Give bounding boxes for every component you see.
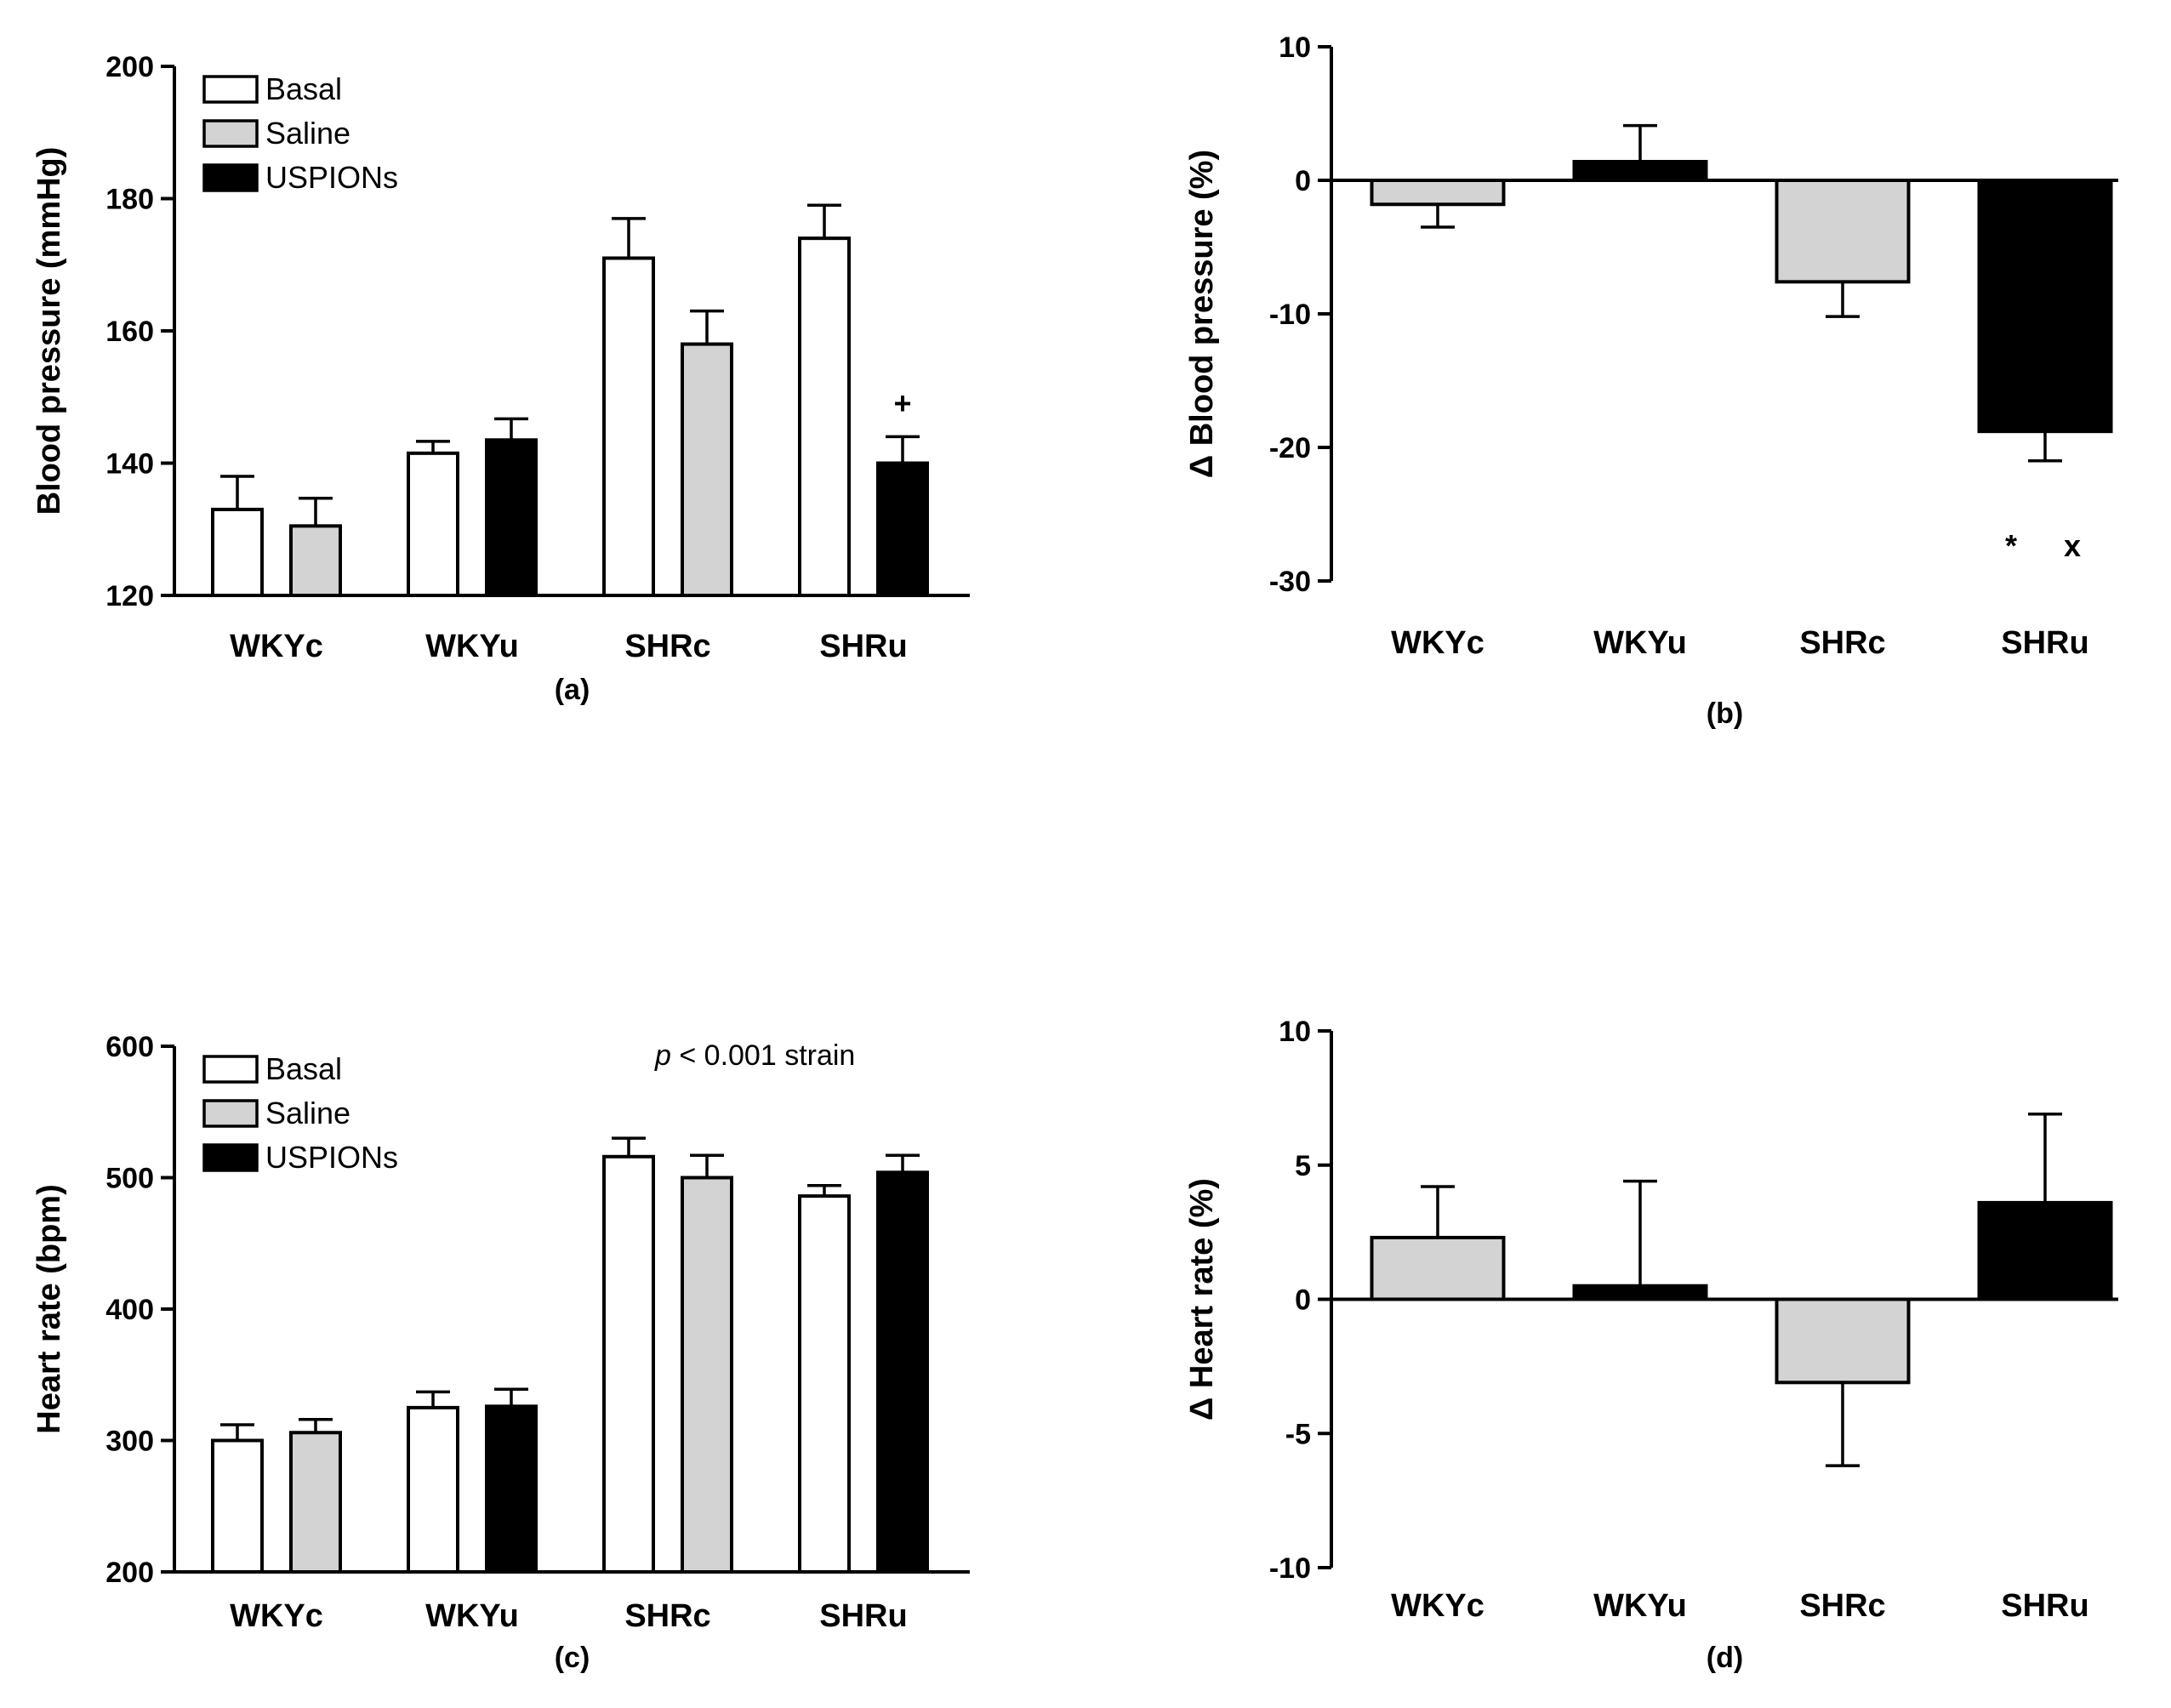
legend-swatch-basal	[202, 1055, 259, 1084]
category-label: WKYc	[1391, 625, 1484, 661]
p-value-symbol: p	[654, 1039, 671, 1072]
y-tick-label: -20	[1269, 432, 1311, 464]
y-tick-label: 180	[105, 184, 154, 216]
legend-swatch-uspions	[202, 163, 259, 192]
legend-label: USPIONs	[265, 160, 398, 195]
bar-basal-shrc	[602, 1154, 655, 1574]
legend-label: Basal	[265, 71, 342, 106]
y-tick-label: 400	[105, 1294, 154, 1326]
y-tick-label: 10	[1279, 1016, 1311, 1048]
significance-annotation: *	[2005, 528, 2017, 563]
bar-basal-wkyu	[407, 451, 459, 598]
category-label: SHRu	[2001, 1588, 2088, 1624]
y-tick-label: 140	[105, 448, 154, 481]
y-tick-label: 160	[105, 316, 154, 348]
y-tick-label: 0	[1295, 1284, 1311, 1317]
significance-annotation: x	[2064, 528, 2081, 563]
y-tick-label: 5	[1295, 1150, 1311, 1182]
panel-c-heart-rate: 200 300 400 500 600 Heart rate (bpm) WKYc WKYu S…	[31, 1031, 970, 1674]
category-label: SHRc	[1799, 1588, 1885, 1624]
bar-uspions-wkyu	[1572, 1284, 1708, 1301]
panel-label: (d)	[1707, 1642, 1743, 1674]
y-tick-label: 200	[105, 1557, 154, 1589]
legend-swatch-uspions	[202, 1143, 259, 1172]
category-label: SHRc	[624, 629, 710, 664]
category-label: WKYc	[230, 629, 323, 664]
category-label: SHRu	[819, 629, 907, 664]
y-tick-label: 500	[105, 1163, 154, 1195]
y-axis-title: Δ Heart rate (%)	[1184, 1178, 1220, 1420]
category-label: SHRu	[2001, 625, 2088, 661]
category-label: WKYu	[1593, 625, 1687, 661]
y-tick-label: 120	[105, 580, 154, 612]
y-axis-title: Δ Blood pressure (%)	[1184, 150, 1220, 478]
bar-uspions-shru	[1977, 1200, 2113, 1301]
category-label: WKYu	[425, 1598, 519, 1634]
bar-saline-shrc	[1775, 1297, 1911, 1385]
bar-basal-shru	[798, 1194, 851, 1574]
panel-label: (a)	[555, 674, 590, 706]
y-tick-label: -10	[1269, 1552, 1311, 1585]
bar-uspions-wkyu	[485, 438, 538, 597]
y-tick-label: 0	[1295, 165, 1311, 197]
bar-basal-shru	[798, 236, 851, 597]
bar-saline-wkyc	[1370, 179, 1506, 207]
y-axis-title: Heart rate (bpm)	[31, 1184, 67, 1434]
y-tick-label: -5	[1285, 1418, 1311, 1450]
y-tick-label: 300	[105, 1426, 154, 1458]
y-tick-label: -30	[1269, 566, 1311, 598]
bar-uspions-wkyu	[1572, 160, 1708, 183]
panel-b-delta-blood-pressure: -30 -20 -10 0 10 Δ Blood pressure (%) WKYc WKYu…	[1184, 31, 2118, 730]
legend-swatch-basal	[202, 75, 259, 104]
category-label: WKYc	[1391, 1588, 1484, 1624]
significance-annotation: +	[893, 386, 911, 421]
legend-label: USPIONs	[265, 1140, 398, 1175]
bar-basal-wkyu	[407, 1405, 459, 1574]
legend-swatch-saline	[202, 119, 259, 148]
category-label: SHRc	[624, 1598, 710, 1634]
bar-uspions-shru	[876, 1170, 929, 1574]
y-tick-label: 10	[1279, 31, 1311, 64]
y-tick-label: -10	[1269, 299, 1311, 331]
panel-label: (b)	[1707, 697, 1743, 730]
legend-label: Basal	[265, 1051, 342, 1086]
bar-saline-shrc	[681, 1176, 733, 1574]
bar-saline-wkyc	[289, 1431, 342, 1574]
bar-saline-shrc	[1775, 179, 1911, 284]
bar-saline-shrc	[681, 342, 733, 597]
category-label: WKYc	[230, 1598, 323, 1634]
y-axis-title: Blood pressure (mmHg)	[31, 147, 67, 515]
category-label: SHRu	[819, 1598, 907, 1634]
bar-uspions-wkyu	[485, 1404, 538, 1574]
category-label: WKYu	[425, 629, 519, 664]
bar-basal-wkyc	[211, 1438, 264, 1574]
y-tick-label: 600	[105, 1031, 154, 1063]
bar-uspions-shru	[876, 461, 929, 597]
bar-saline-wkyc	[1370, 1235, 1506, 1301]
bar-basal-shrc	[602, 256, 655, 597]
legend-label: Saline	[265, 116, 350, 151]
legend-swatch-saline	[202, 1099, 259, 1128]
category-label: SHRc	[1799, 625, 1885, 661]
panel-a-blood-pressure: 120 140 160 180 200 Blood pressure (mmHg) WKYc…	[31, 51, 970, 706]
bar-uspions-shru	[1977, 179, 2113, 434]
bar-basal-wkyc	[211, 507, 264, 597]
category-label: WKYu	[1593, 1588, 1687, 1624]
y-tick-label: 200	[105, 51, 154, 83]
bar-saline-wkyc	[289, 524, 342, 597]
panel-d-delta-heart-rate: -10 -5 0 5 10 Δ Heart rate (%) WKYc WKYu SHRc SHR…	[1184, 1016, 2118, 1674]
p-value-text: < 0.001 strain	[671, 1039, 855, 1072]
legend-label: Saline	[265, 1096, 350, 1130]
panel-label: (c)	[555, 1642, 590, 1674]
p-value-note: p < 0.001 strain	[654, 1039, 855, 1072]
